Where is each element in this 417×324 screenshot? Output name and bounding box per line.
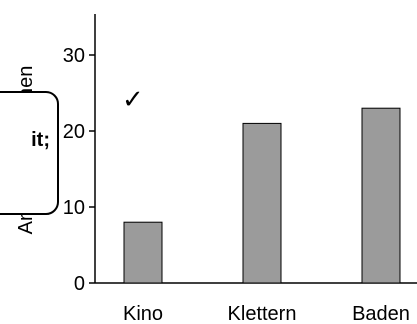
callout-bubble: it; xyxy=(0,91,59,215)
callout-box xyxy=(0,91,59,215)
checkmark-icon: ✓ xyxy=(122,84,144,114)
x-tick-label-kino: Kino xyxy=(123,303,163,324)
bar-klettern xyxy=(242,122,282,284)
bar-baden xyxy=(361,107,401,284)
y-tick-label: 10 xyxy=(63,197,85,219)
x-tick-label-baden: Baden xyxy=(352,303,410,324)
callout-text: it; xyxy=(31,129,50,151)
y-ticks: 0 10 20 30 xyxy=(63,45,95,295)
x-tick-label-klettern: Klettern xyxy=(228,303,297,324)
y-tick-label: 0 xyxy=(74,273,85,295)
y-tick-label: 30 xyxy=(63,45,85,67)
bar-kino xyxy=(123,221,163,284)
bars xyxy=(123,107,401,284)
x-tick-labels: Kino Klettern Baden xyxy=(123,303,410,324)
y-tick-label: 20 xyxy=(63,121,85,143)
